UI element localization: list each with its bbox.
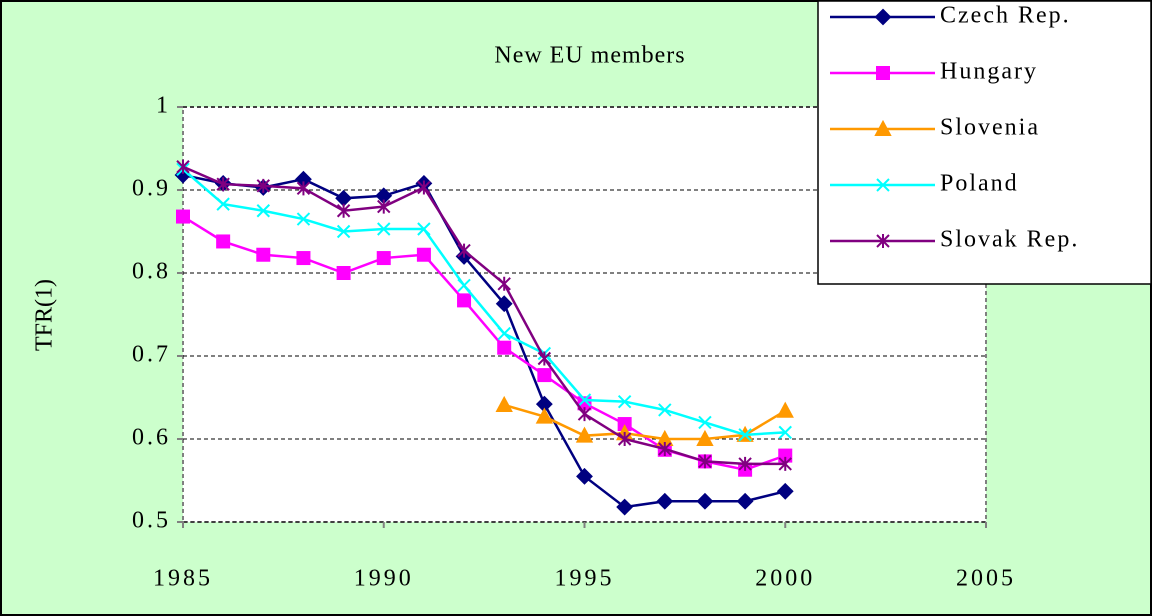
legend-label: Slovak Rep. <box>940 227 1079 253</box>
y-tick-label: 1 <box>156 93 171 119</box>
series-line <box>182 168 786 437</box>
marker <box>457 278 471 293</box>
marker <box>535 407 554 424</box>
y-tick-label: 0.7 <box>132 342 171 368</box>
marker <box>776 482 794 500</box>
y-tick-label: 0.9 <box>132 176 171 202</box>
marker <box>698 454 712 469</box>
marker <box>216 177 230 192</box>
marker <box>176 159 190 174</box>
marker <box>696 429 714 446</box>
series-line <box>182 173 786 509</box>
marker <box>416 247 431 262</box>
marker <box>577 393 592 407</box>
marker <box>617 432 632 446</box>
legend-label: Hungary <box>940 59 1038 85</box>
marker <box>874 119 892 136</box>
marker <box>336 224 351 239</box>
y-axis-label: TFR(1) <box>32 279 58 351</box>
marker <box>576 467 593 485</box>
marker <box>537 368 552 383</box>
marker <box>376 251 391 266</box>
legend-box <box>817 0 1152 285</box>
marker <box>497 340 512 355</box>
marker <box>778 456 792 471</box>
marker <box>876 66 890 80</box>
marker <box>876 178 890 192</box>
marker <box>216 197 230 211</box>
marker <box>457 243 471 258</box>
marker <box>738 428 752 442</box>
marker <box>336 203 351 218</box>
y-tick-label: 0.6 <box>132 425 171 451</box>
marker <box>377 199 391 214</box>
marker <box>738 456 752 471</box>
marker <box>495 295 513 313</box>
marker <box>575 426 594 443</box>
marker <box>736 492 754 510</box>
marker <box>698 415 712 430</box>
x-tick-label: 2000 <box>755 566 815 592</box>
marker <box>696 492 714 510</box>
series-line <box>182 165 786 466</box>
marker <box>874 8 892 26</box>
marker <box>537 351 552 366</box>
legend-label: Czech Rep. <box>940 3 1071 29</box>
marker <box>617 394 632 409</box>
marker <box>497 326 511 341</box>
marker <box>457 293 472 308</box>
marker <box>616 498 634 516</box>
series-line <box>503 403 786 441</box>
x-tick-label: 1990 <box>354 566 414 592</box>
marker <box>296 181 311 196</box>
marker <box>256 247 271 262</box>
x-tick-label: 1985 <box>153 566 213 592</box>
y-tick-label: 0.8 <box>132 259 171 285</box>
marker <box>656 492 674 510</box>
marker <box>876 234 890 248</box>
marker <box>256 204 271 218</box>
x-tick-label: 1995 <box>555 566 615 592</box>
marker <box>176 209 190 224</box>
legend-label: Slovenia <box>940 115 1040 141</box>
marker <box>336 266 351 280</box>
marker <box>417 180 431 195</box>
x-tick-label: 2005 <box>956 566 1016 592</box>
marker <box>256 178 271 193</box>
marker <box>296 251 311 266</box>
marker <box>497 276 511 291</box>
marker <box>778 425 792 440</box>
marker <box>216 234 231 249</box>
marker <box>577 407 592 422</box>
legend-label: Poland <box>940 171 1019 197</box>
marker <box>296 212 311 226</box>
chart-title: New EU members <box>494 43 685 69</box>
marker <box>658 403 672 417</box>
y-tick-label: 0.5 <box>132 508 171 534</box>
marker <box>377 222 391 236</box>
marker <box>776 401 794 418</box>
marker <box>495 395 513 412</box>
marker <box>658 441 672 456</box>
marker <box>417 222 431 236</box>
